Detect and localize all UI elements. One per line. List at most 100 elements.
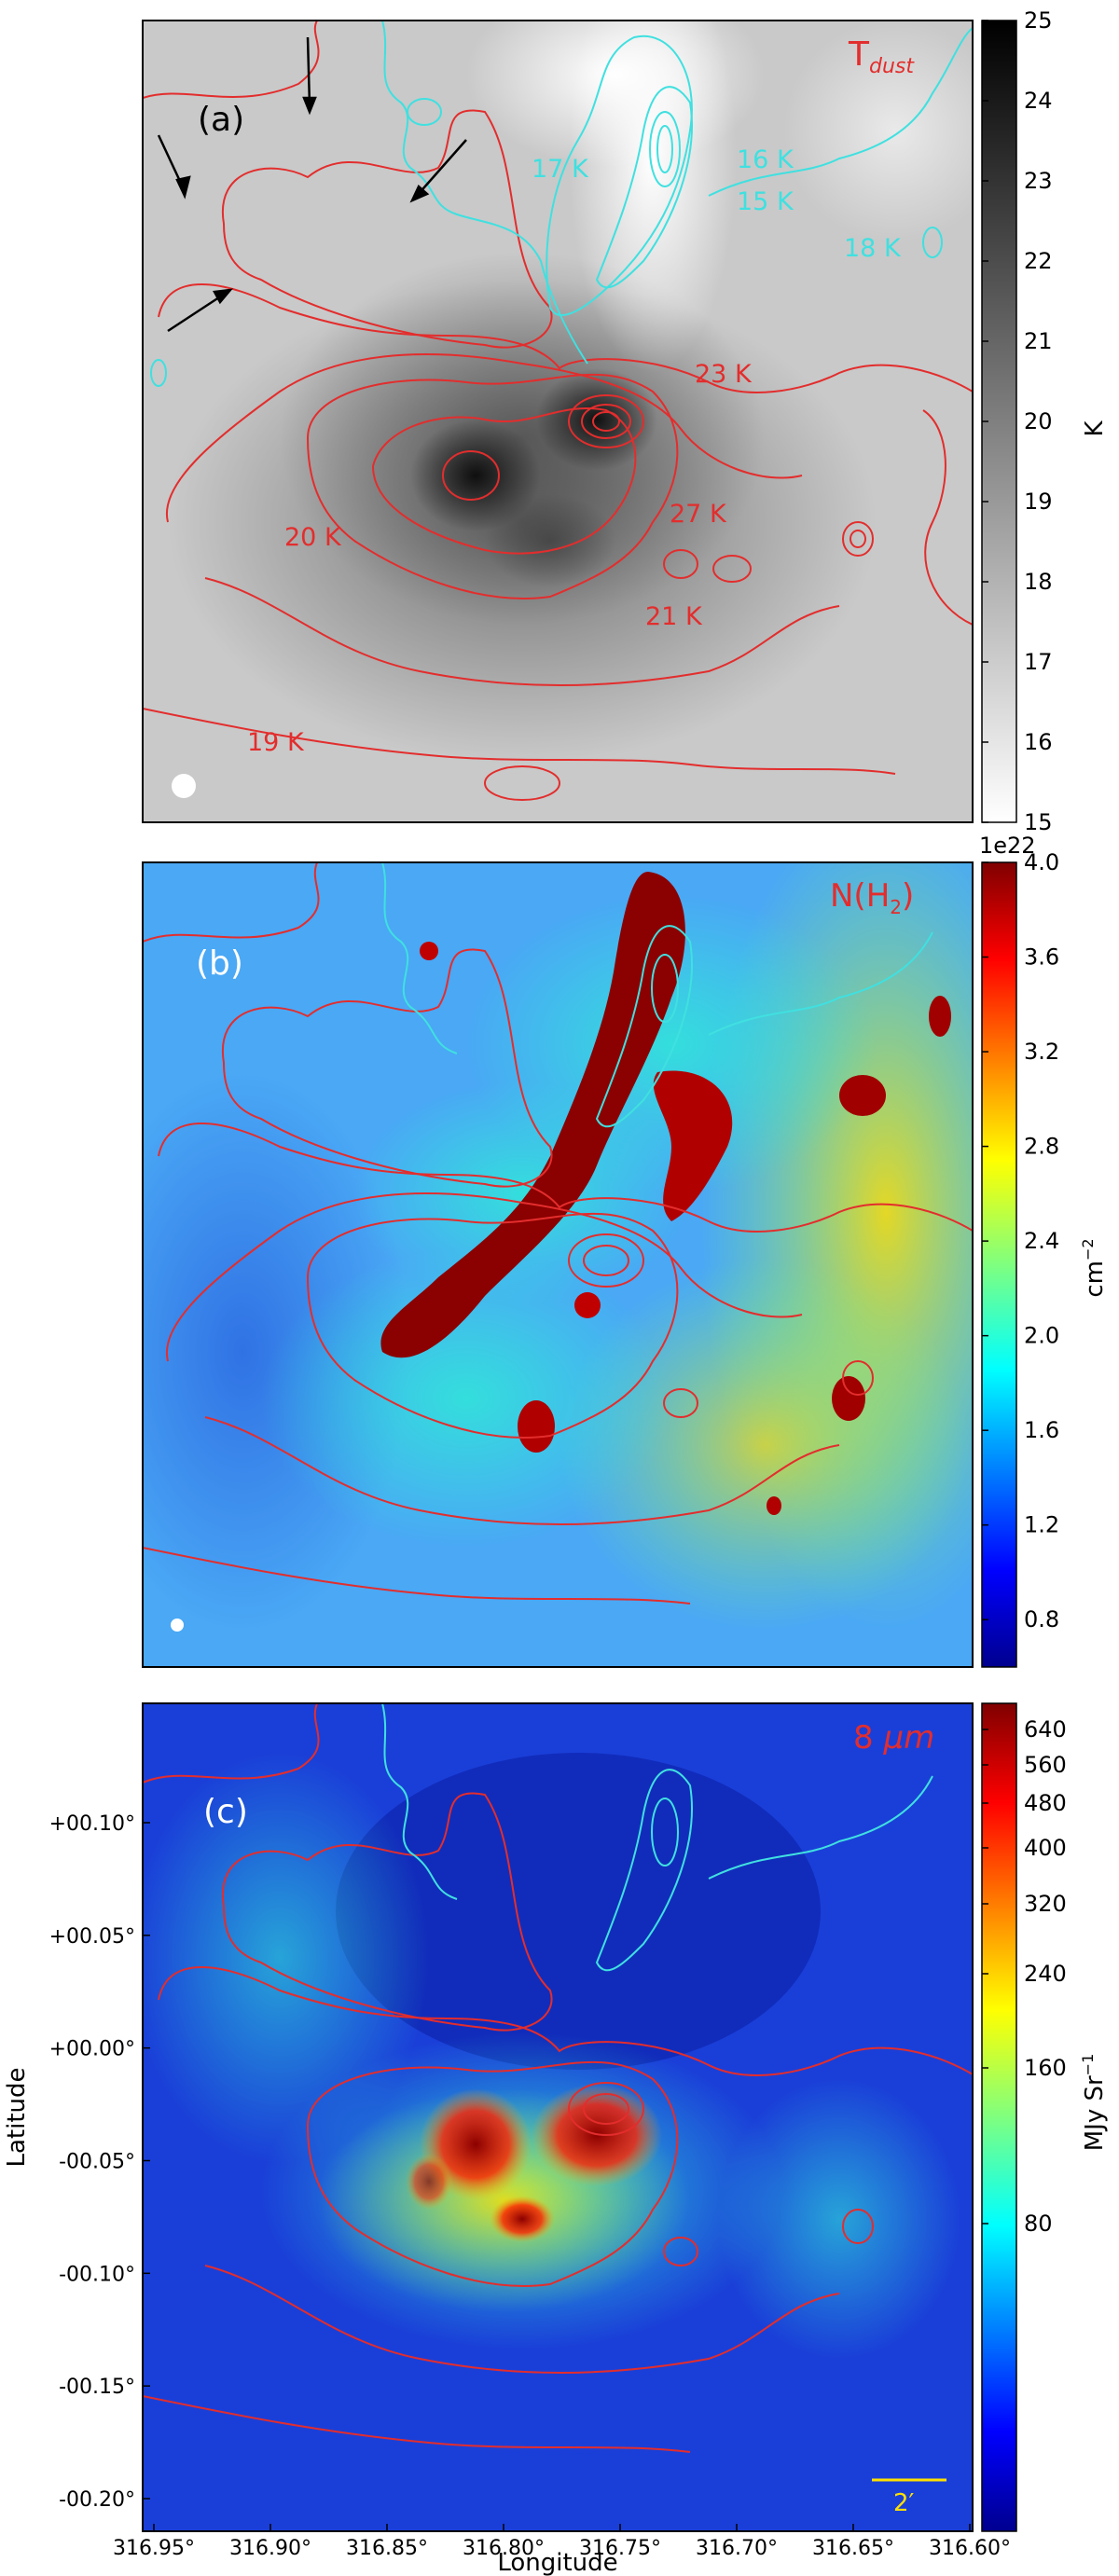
label-23k: 23 K bbox=[695, 360, 753, 389]
x-axis-label: Longitude bbox=[497, 2549, 617, 2576]
colorbar-b-tick-label: 3.6 bbox=[1024, 944, 1059, 971]
panel-a-title-sub: dust bbox=[869, 55, 915, 78]
label-20k: 20 K bbox=[284, 523, 342, 552]
colorbar-a-tick-label: 15 bbox=[1024, 809, 1053, 835]
panel-a-arrows bbox=[157, 36, 467, 333]
y-tick-label: -00.20° bbox=[59, 2488, 135, 2512]
colorbar-b-tick-label: 4.0 bbox=[1024, 849, 1059, 875]
colorbar-a-tick-label: 21 bbox=[1024, 328, 1053, 354]
panel-a-image bbox=[143, 21, 973, 822]
colorbar-b-label-sup: −2 bbox=[1079, 1238, 1097, 1260]
colorbar-b-tick-label: 2.8 bbox=[1024, 1134, 1059, 1160]
beam-marker-b bbox=[171, 1619, 184, 1632]
x-tick-label: 316.65° bbox=[812, 2537, 894, 2560]
colorbar-c: 640 560 480 400 320 240 160 80 MJy Sr−1 bbox=[981, 1702, 1109, 2532]
colorbar-c-tick-label: 560 bbox=[1024, 1752, 1067, 1778]
panel-a: 23 K 27 K 20 K 21 K 19 K 17 K 16 K 15 K … bbox=[142, 20, 974, 823]
colorbar-a-ticks: 15 16 17 18 19 20 21 22 23 24 25 bbox=[982, 7, 1053, 835]
y-tick-label: +00.10° bbox=[49, 1812, 135, 1836]
colorbar-c-tick-label: 240 bbox=[1024, 1961, 1067, 1987]
panel-c-title: 8 μm bbox=[853, 1719, 934, 1756]
label-15k: 15 K bbox=[737, 187, 794, 216]
colorbar-b-tick-label: 2.0 bbox=[1024, 1323, 1059, 1349]
colorbar-b-ticks: 4.0 3.6 3.2 2.8 2.4 2.0 1.6 1.2 0.8 bbox=[982, 849, 1059, 1632]
colorbar-b-tick-label: 3.2 bbox=[1024, 1039, 1059, 1065]
colorbar-b-tick-label: 2.4 bbox=[1024, 1228, 1059, 1254]
panel-b-title-main: N(H bbox=[830, 877, 890, 915]
colorbar-a-tick-label: 16 bbox=[1024, 729, 1053, 755]
colorbar-a-tick-label: 20 bbox=[1024, 408, 1053, 434]
colorbar-a: 15 16 17 18 19 20 21 22 23 24 25 K bbox=[981, 7, 1109, 835]
colorbar-b-tick-label: 1.2 bbox=[1024, 1512, 1059, 1538]
colorbar-c-tick-label: 640 bbox=[1024, 1716, 1067, 1743]
label-17k: 17 K bbox=[532, 155, 589, 184]
colorbar-b-label-main: cm bbox=[1081, 1260, 1109, 1298]
colorbar-c-gradient bbox=[981, 1702, 1017, 2532]
panel-c-title-unit: μm bbox=[882, 1719, 934, 1756]
label-19k: 19 K bbox=[247, 728, 305, 757]
panel-a-title-main: T bbox=[848, 35, 870, 74]
x-tick-label: 316.70° bbox=[696, 2537, 778, 2560]
colorbar-c-label: MJy Sr−1 bbox=[1079, 2054, 1109, 2152]
panel-a-letter: (a) bbox=[198, 101, 244, 139]
colorbar-a-tick-label: 18 bbox=[1024, 569, 1053, 595]
beam-marker bbox=[172, 774, 196, 798]
colorbar-c-tick-label: 160 bbox=[1024, 2055, 1067, 2081]
scalebar-label: 2′ bbox=[893, 2489, 915, 2517]
colorbar-a-label: K bbox=[1081, 420, 1109, 437]
label-21k: 21 K bbox=[645, 602, 703, 631]
panel-a-contours bbox=[143, 21, 973, 801]
colorbar-b-tick-label: 1.6 bbox=[1024, 1417, 1059, 1443]
panel-a-contour-labels: 23 K 27 K 20 K 21 K 19 K 17 K 16 K 15 K … bbox=[247, 145, 902, 757]
panel-c-scalebar: 2′ bbox=[872, 2478, 946, 2517]
colorbar-a-tick-label: 19 bbox=[1024, 489, 1053, 515]
y-tick-label: -00.15° bbox=[59, 2376, 135, 2399]
colorbar-a-tick-label: 23 bbox=[1024, 168, 1053, 194]
colorbar-c-tick-label: 80 bbox=[1024, 2211, 1053, 2237]
colorbar-b-gradient bbox=[981, 861, 1017, 1668]
x-axis-ticks: 316.95° 316.90° 316.85° 316.80° 316.75° 316.7… bbox=[113, 2524, 1011, 2560]
y-axis-label: Latitude bbox=[3, 2067, 31, 2167]
panel-c-frame bbox=[142, 1702, 974, 2532]
panel-b: (b) N(H2) bbox=[142, 861, 974, 1668]
colorbar-b-tick-label: 0.8 bbox=[1024, 1606, 1059, 1632]
x-tick-label: 316.80° bbox=[463, 2537, 545, 2560]
colorbar-c-label-main: MJy Sr bbox=[1081, 2075, 1109, 2151]
panel-a-frame bbox=[142, 20, 974, 823]
colorbar-c-label-sup: −1 bbox=[1079, 2054, 1097, 2076]
colorbar-b-label: cm−2 bbox=[1079, 1238, 1109, 1297]
label-18k: 18 K bbox=[844, 234, 902, 263]
panel-b-title-sub: 2 bbox=[890, 896, 902, 918]
colorbar-a-tick-label: 24 bbox=[1024, 88, 1053, 114]
label-27k: 27 K bbox=[670, 500, 727, 529]
colorbar-b-exponent: 1e22 bbox=[979, 833, 1036, 859]
colorbar-a-tick-label: 17 bbox=[1024, 649, 1053, 675]
colorbar-b: 1e22 4.0 3.6 3.2 2.8 2.4 2.0 1.6 1.2 0.8 cm−2 bbox=[979, 833, 1109, 1668]
colorbar-c-tick-label: 400 bbox=[1024, 1835, 1067, 1861]
panel-c: 2′ (c) 8 μm 316.95° 316.90° 316.85° 316.80°… bbox=[3, 1702, 1011, 2576]
panel-b-letter: (b) bbox=[196, 944, 243, 983]
x-tick-label: 316.60° bbox=[929, 2537, 1011, 2560]
panel-c-contours bbox=[143, 1703, 973, 2453]
panel-c-letter: (c) bbox=[203, 1793, 248, 1831]
colorbar-a-tick-label: 22 bbox=[1024, 248, 1053, 274]
y-tick-label: -00.05° bbox=[59, 2151, 135, 2174]
panel-b-contours bbox=[143, 862, 973, 1605]
y-tick-label: +00.00° bbox=[49, 2038, 135, 2061]
y-axis-ticks: +00.10° +00.05° +00.00° -00.05° -00.10° -00.1… bbox=[49, 1812, 150, 2512]
panel-b-frame bbox=[142, 861, 974, 1668]
x-tick-label: 316.85° bbox=[346, 2537, 428, 2560]
panel-b-title-end: ) bbox=[902, 877, 914, 915]
x-tick-label: 316.75° bbox=[579, 2537, 661, 2560]
panel-b-title: N(H2) bbox=[830, 877, 914, 918]
x-tick-label: 316.95° bbox=[113, 2537, 195, 2560]
y-tick-label: +00.05° bbox=[49, 1925, 135, 1949]
y-tick-label: -00.10° bbox=[59, 2263, 135, 2286]
panel-c-title-main: 8 bbox=[853, 1719, 883, 1756]
colorbar-c-ticks: 640 560 480 400 320 240 160 80 bbox=[982, 1716, 1067, 2237]
colorbar-a-tick-label: 25 bbox=[1024, 7, 1053, 34]
label-16k: 16 K bbox=[737, 145, 794, 174]
colorbar-c-tick-label: 480 bbox=[1024, 1790, 1067, 1816]
colorbar-c-tick-label: 320 bbox=[1024, 1891, 1067, 1917]
